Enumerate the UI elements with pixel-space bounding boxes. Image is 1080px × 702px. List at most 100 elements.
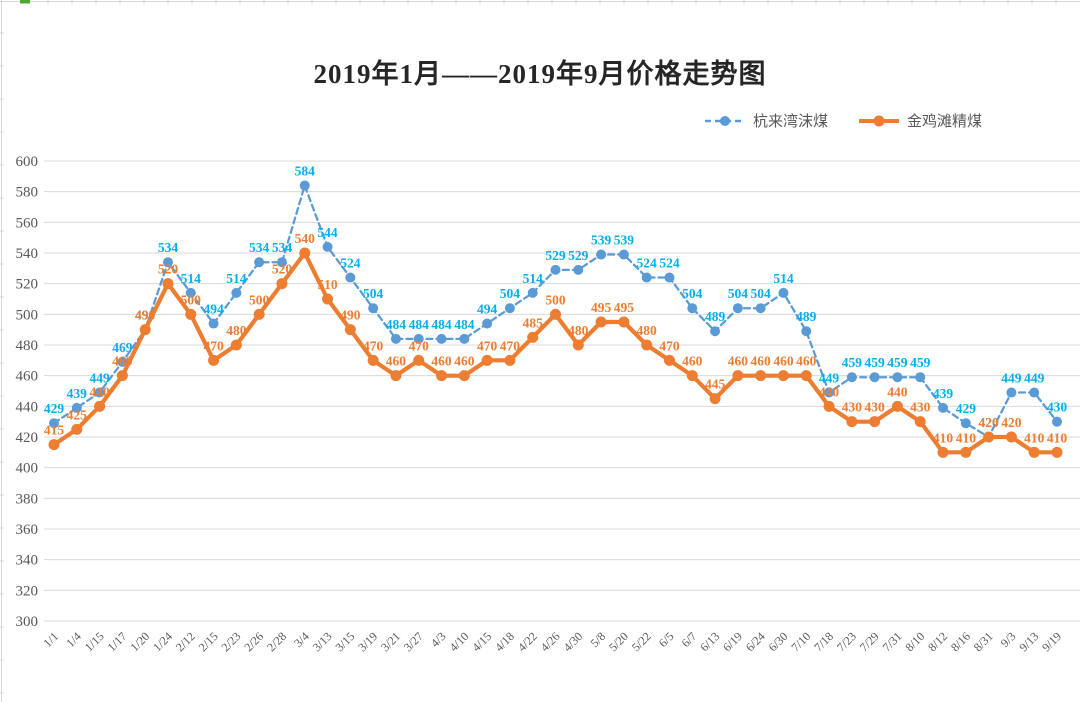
data-point-marker: [367, 354, 379, 366]
data-point-marker: [687, 303, 698, 314]
data-point-marker: [1052, 416, 1062, 427]
data-point-marker: [254, 257, 265, 268]
x-tick-label: 9/3: [998, 629, 1019, 650]
data-point-marker: [504, 303, 515, 314]
data-point-label: 460: [728, 354, 749, 369]
chart-title: 2019年1月——2019年9月价格走势图: [313, 59, 767, 89]
data-point-marker: [94, 387, 105, 398]
data-point-marker: [1029, 387, 1040, 398]
data-point-label: 459: [887, 355, 908, 370]
x-tick-label: 1/15: [82, 629, 107, 654]
gridlines: [44, 160, 1080, 622]
data-point-marker: [94, 400, 106, 412]
x-tick-label: 8/12: [925, 629, 950, 654]
y-tick-label: 600: [16, 154, 39, 170]
data-point-marker: [824, 387, 835, 398]
data-point-marker: [344, 324, 356, 336]
data-point-label: 529: [545, 248, 566, 263]
x-tick-label: 7/18: [811, 629, 836, 654]
y-tick-label: 460: [16, 369, 39, 385]
data-point-label: 480: [226, 323, 247, 338]
data-point-marker: [504, 354, 516, 366]
data-point-marker: [458, 370, 470, 382]
data-point-marker: [162, 257, 173, 268]
data-point-label: 544: [317, 225, 338, 240]
legend-item-hanglaiwan: 杭来湾沫煤: [704, 110, 828, 131]
y-tick-label: 320: [16, 583, 39, 599]
data-point-label: 504: [500, 286, 521, 301]
data-point-label: 514: [523, 271, 544, 286]
data-point-marker: [732, 370, 744, 382]
y-tick-label: 500: [16, 307, 39, 323]
x-tick-label: 9/19: [1039, 629, 1064, 654]
data-point-marker: [596, 249, 607, 260]
data-point-label: 480: [637, 323, 658, 338]
x-tick-label: 7/31: [880, 629, 905, 654]
y-tick-label: 420: [16, 430, 39, 446]
data-point-marker: [276, 257, 287, 268]
data-point-marker: [550, 264, 561, 275]
data-point-label: 449: [1024, 371, 1045, 386]
data-point-label: 504: [363, 286, 384, 301]
x-tick-label: 2/15: [196, 629, 221, 654]
data-point-marker: [413, 333, 424, 344]
data-point-marker: [983, 431, 995, 443]
data-point-marker: [938, 402, 949, 413]
x-tick-label: 4/3: [428, 629, 449, 650]
y-tick-label: 360: [16, 522, 39, 538]
data-point-marker: [299, 180, 310, 191]
data-point-marker: [1028, 446, 1040, 458]
data-point-marker: [618, 316, 630, 328]
data-point-label: 484: [454, 317, 475, 332]
legend-label-jinjitan: 金鸡滩精煤: [906, 114, 982, 130]
data-point-marker: [960, 446, 972, 458]
data-point-label: 500: [249, 292, 270, 307]
data-point-marker: [869, 372, 880, 383]
x-tick-label: 2/26: [241, 629, 266, 654]
data-point-label: 524: [659, 256, 680, 271]
data-point-marker: [686, 370, 698, 382]
data-point-label: 584: [295, 164, 316, 179]
y-tick-label: 380: [16, 491, 39, 507]
data-point-label: 410: [1024, 430, 1045, 445]
dashed-line-marker-icon: [704, 115, 745, 126]
x-tick-label: 3/27: [401, 629, 426, 654]
data-point-label: 449: [819, 371, 840, 386]
data-point-label: 539: [614, 233, 635, 248]
chart-legend: 杭来湾沫煤 金鸡滩精煤: [704, 110, 982, 131]
data-point-marker: [368, 303, 379, 314]
data-point-label: 459: [865, 355, 886, 370]
data-point-marker: [459, 333, 470, 344]
x-tick-label: 6/5: [656, 629, 677, 650]
data-point-marker: [1051, 446, 1063, 458]
data-point-label: 534: [158, 240, 179, 255]
data-point-label: 460: [431, 354, 452, 369]
y-tick-label: 340: [16, 553, 39, 569]
data-point-marker: [1005, 431, 1017, 443]
data-point-marker: [276, 278, 288, 290]
x-tick-label: 6/13: [697, 629, 722, 654]
data-point-marker: [778, 287, 789, 298]
data-point-marker: [1006, 387, 1017, 398]
data-point-label: 460: [751, 354, 772, 369]
x-tick-label: 5/8: [587, 629, 608, 650]
x-tick-label: 7/29: [857, 629, 882, 654]
data-point-label: 494: [203, 302, 224, 317]
data-point-marker: [664, 272, 675, 283]
data-point-marker: [891, 400, 903, 412]
data-point-marker: [892, 372, 903, 383]
data-point-label: 504: [751, 286, 772, 301]
data-point-label: 410: [956, 430, 977, 445]
data-point-marker: [846, 372, 857, 383]
x-tick-label: 4/15: [469, 629, 494, 654]
data-point-marker: [755, 303, 766, 314]
data-point-marker: [960, 418, 971, 429]
data-point-label: 480: [568, 323, 589, 338]
data-point-marker: [915, 372, 926, 383]
data-point-marker: [162, 278, 174, 290]
y-tick-label: 520: [16, 277, 39, 293]
data-point-marker: [139, 324, 151, 336]
x-tick-label: 3/15: [332, 629, 357, 654]
